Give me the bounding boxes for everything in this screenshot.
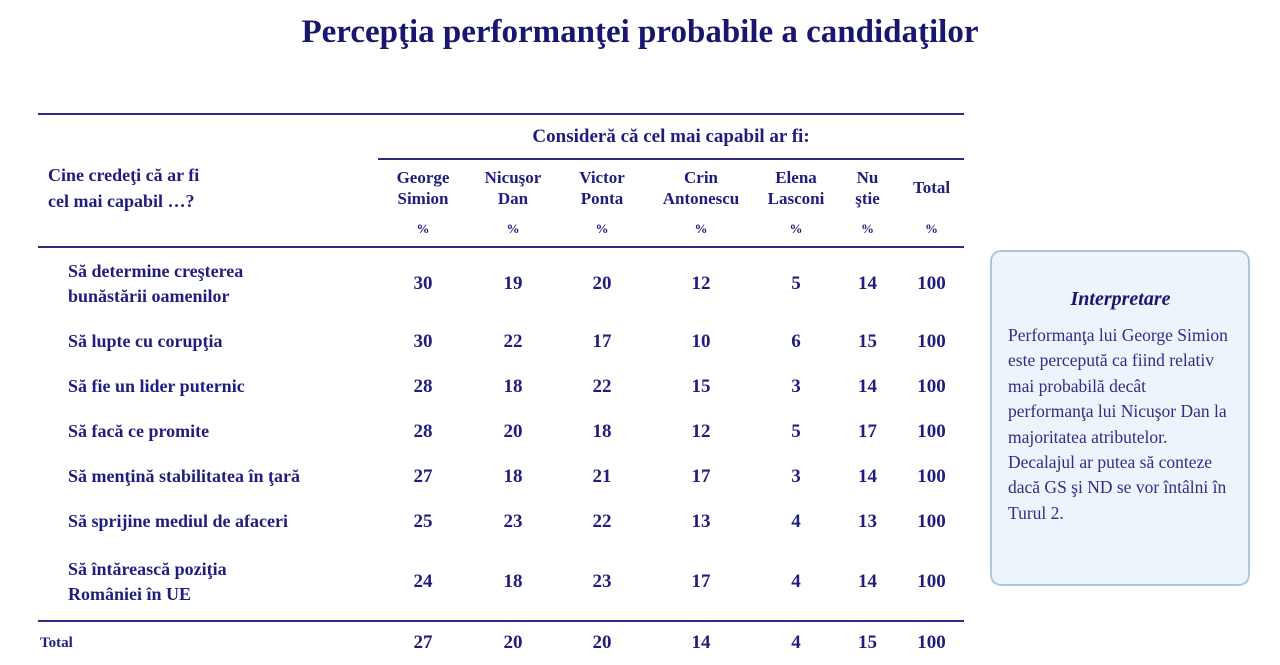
unit-cell: %	[558, 217, 646, 248]
unit-cell: %	[378, 217, 468, 248]
value-cell: 13	[691, 510, 711, 532]
value-cell: 20	[592, 272, 612, 294]
value-cell: 18	[592, 420, 612, 442]
value-cell: 23	[592, 571, 612, 592]
unit-cell: %	[836, 217, 899, 248]
unit-cell: %	[756, 217, 836, 248]
interpretation-text: Performanţa lui George Simion este perce…	[1008, 325, 1228, 523]
value-cell: 17	[691, 465, 711, 487]
value-cell: 5	[791, 272, 801, 294]
row-label: Să determine creşterea bunăstării oameni…	[68, 260, 244, 306]
value-cell: 100	[917, 375, 946, 397]
table-row: Să menţină stabilitatea în ţară 27 18 21…	[38, 454, 964, 499]
value-cell: 14	[858, 571, 877, 592]
col-header-nu-stie: Nu ştie	[855, 167, 880, 208]
value-cell: 23	[503, 510, 523, 532]
table-row: Să fie un lider puternic 28 18 22 15 3 1…	[38, 364, 964, 409]
row-label: Să întărească poziţia României în UE	[68, 559, 227, 604]
page-title: Percepţia performanţei probabile a candi…	[301, 14, 979, 50]
value-cell: 18	[503, 375, 523, 397]
table-row: Să întărească poziţia României în UE 24 …	[38, 544, 964, 621]
spanner-spacer	[38, 114, 378, 159]
table-row: Să lupte cu corupţia 30 22 17 10 6 15 10…	[38, 319, 964, 364]
value-cell: 22	[592, 510, 612, 532]
value-cell: 17	[858, 420, 877, 442]
unit-cell: %	[899, 217, 965, 248]
table-row: Să sprijine mediul de afaceri 25 23 22 1…	[38, 499, 964, 544]
row-label: Să menţină stabilitatea în ţară	[68, 466, 300, 487]
spanner-header: Consideră că cel mai capabil ar fi:	[378, 114, 965, 160]
row-label: Să facă ce promite	[68, 421, 210, 442]
total-row: Total 27 20 20 14 4 15 100	[38, 620, 965, 664]
value-cell: 20	[558, 620, 646, 664]
col-header-george-simion: George Simion	[396, 167, 450, 208]
value-cell: 21	[592, 465, 612, 487]
col-header-total: Total	[912, 178, 951, 198]
value-cell: 15	[691, 375, 711, 397]
col-header-elena-lasconi: Elena Lasconi	[767, 167, 825, 208]
value-cell: 13	[858, 510, 877, 532]
value-cell: 14	[646, 620, 756, 664]
value-cell: 5	[791, 420, 801, 442]
value-cell: 100	[917, 330, 946, 352]
value-cell: 17	[592, 330, 612, 352]
value-cell: 27	[378, 620, 468, 664]
table-row: Să determine creşterea bunăstării oameni…	[38, 247, 964, 319]
value-cell: 3	[791, 465, 801, 487]
interpretation-title: Interpretare	[1070, 288, 1171, 310]
value-cell: 30	[413, 330, 433, 352]
value-cell: 4	[791, 571, 801, 592]
value-cell: 24	[413, 571, 433, 592]
value-cell: 30	[413, 272, 433, 294]
value-cell: 3	[791, 375, 801, 397]
interpretation-panel: Interpretare Performanţa lui George Simi…	[990, 250, 1250, 586]
value-cell: 100	[899, 620, 965, 664]
value-cell: 100	[917, 571, 946, 592]
value-cell: 20	[468, 620, 558, 664]
value-cell: 19	[503, 272, 523, 294]
value-cell: 15	[836, 620, 899, 664]
value-cell: 10	[691, 330, 711, 352]
value-cell: 4	[791, 510, 801, 532]
value-cell: 17	[691, 571, 711, 592]
unit-cell: %	[468, 217, 558, 248]
value-cell: 28	[413, 420, 433, 442]
col-header-victor-ponta: Victor Ponta	[579, 167, 625, 208]
value-cell: 22	[592, 375, 612, 397]
value-cell: 6	[791, 330, 801, 352]
value-cell: 100	[917, 465, 946, 487]
value-cell: 18	[503, 571, 523, 592]
row-label: Să fie un lider puternic	[68, 376, 245, 397]
value-cell: 22	[503, 330, 523, 352]
value-cell: 4	[756, 620, 836, 664]
value-cell: 100	[917, 510, 946, 532]
value-cell: 12	[691, 272, 711, 294]
value-cell: 25	[413, 510, 433, 532]
value-cell: 12	[691, 420, 711, 442]
col-header-nicusor-dan: Nicuşor Dan	[484, 167, 542, 208]
unit-cell: %	[646, 217, 756, 248]
value-cell: 18	[503, 465, 523, 487]
value-cell: 20	[503, 420, 523, 442]
row-label: Să lupte cu corupţia	[68, 331, 223, 352]
units-spacer	[38, 217, 378, 248]
results-table: Consideră că cel mai capabil ar fi: Cine…	[38, 113, 965, 664]
value-cell: 14	[858, 465, 877, 487]
table-row: Să facă ce promite 28 20 18 12 5 17 100	[38, 409, 964, 454]
value-cell: 27	[413, 465, 433, 487]
value-cell: 14	[858, 272, 877, 294]
question-header: Cine credeţi că ar fi cel mai capabil …?	[48, 164, 200, 211]
total-row-label: Total	[38, 620, 378, 664]
col-header-crin-antonescu: Crin Antonescu	[662, 167, 740, 208]
value-cell: 100	[917, 420, 946, 442]
value-cell: 100	[917, 272, 946, 294]
row-label: Să sprijine mediul de afaceri	[68, 511, 288, 532]
value-cell: 28	[413, 375, 433, 397]
value-cell: 15	[858, 330, 877, 352]
value-cell: 14	[858, 375, 877, 397]
